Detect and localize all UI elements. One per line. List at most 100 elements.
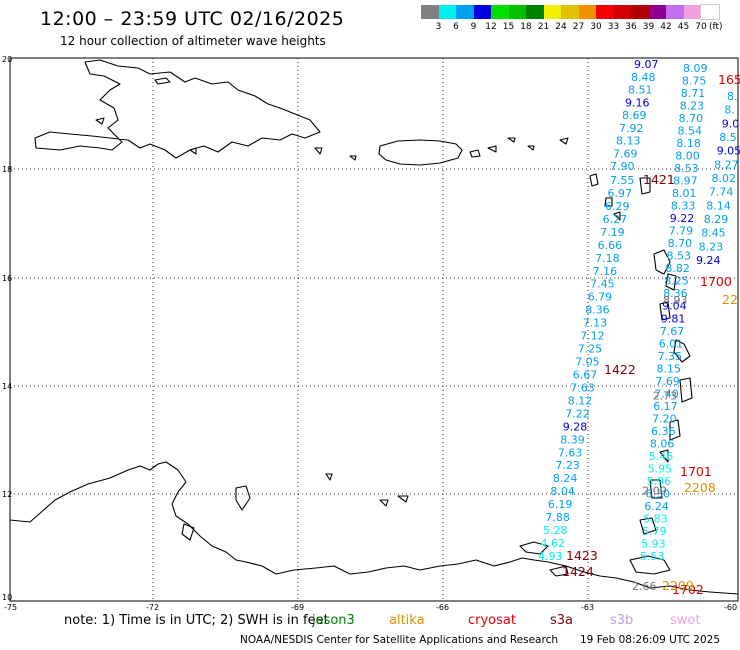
wave-height-value: 7.40 [654,387,679,400]
wave-height-value: 7.45 [590,278,615,291]
legend-label: 27 [572,22,585,32]
wave-height-value: 6.19 [548,498,573,511]
pass-label: 1424 [562,564,594,579]
wave-height-value: 7.22 [565,407,590,420]
map-frame [9,57,739,602]
wave-height-value: 8.53 [674,162,699,175]
legend-swatch [631,5,649,19]
wave-height-value: 7.88 [545,511,570,524]
wave-height-value: 5.93 [641,538,666,551]
satellite-s3a: s3a [550,613,574,628]
wave-height-value: 8.09 [683,62,708,75]
lon-tick-label: -75 [4,603,17,612]
wave-height-value: 2.73 [653,389,678,402]
lat-tick-label: 12 [2,490,12,499]
wave-height-value: 6.79 [588,291,613,304]
legend-label: 9 [470,22,477,32]
wave-height-value: 8.23 [680,100,705,113]
wave-height-value: 8.33 [671,200,696,213]
wave-height-value: 8.51 [628,84,653,97]
wave-height-value: 2.09 [642,485,667,498]
legend-swatch [648,5,666,19]
legend-label: 30 [590,22,602,32]
legend-swatch [613,5,631,19]
lat-tick-label: 14 [2,382,12,391]
lon-tick-label: -72 [146,603,159,612]
grid-lines [10,58,738,601]
wave-height-value: 8.36 [585,304,610,317]
wave-height-value: 5.96 [647,475,672,488]
wave-height-value: 8.53 [667,250,692,263]
wave-height-value: 8.36 [663,287,688,300]
wave-height-value: 9.0 [722,117,740,130]
wave-height-value: 8.82 [665,262,690,275]
legend-swatch [421,5,439,19]
wave-height-value: 6.97 [608,187,633,200]
wave-height-value: 9.24 [696,254,721,267]
legend-swatch [473,5,491,19]
wave-height-value: 7.69 [613,147,638,160]
wave-height-value: 7.18 [595,252,620,265]
wave-height-value: 6.01 [659,337,684,350]
legend-swatch [456,5,474,19]
legend-label: 3 [435,22,442,32]
legend-swatch [578,5,596,19]
wave-height-value: 8.45 [701,227,726,240]
wave-height-value: 7.90 [610,160,635,173]
wave-height-value: 7.12 [580,330,605,343]
wave-height-value: 6.29 [605,200,630,213]
legend-label: 15 [502,22,515,32]
legend-label: 39 [642,22,655,32]
wave-height-value: 7.16 [593,265,618,278]
legend-label: 36 [625,22,637,32]
wave-height-value: 9.05 [717,145,740,158]
legend-swatch [561,5,579,19]
wave-height-value: 8.15 [657,362,682,375]
wave-height-value: 7.20 [652,412,677,425]
wave-height-value: 9.04 [662,300,687,313]
wave-height-value: 5.95 [648,462,673,475]
wave-height-value: 8. [724,104,735,117]
wave-height-value: 8.25 [664,275,689,288]
wave-height-value: 2.66 [632,580,657,593]
wave-height-value: 6.67 [573,369,598,382]
satellite-swot: swot [670,613,701,628]
color-legend: 3 6 9 12 15 18 21 24 27 30 33 36 39 42 45 70 (ft) [421,4,740,35]
lat-tick-label: 10 [2,593,12,602]
legend-swatch [596,5,614,19]
wave-height-value: 7.19 [600,226,625,239]
wave-height-value: 8.02 [712,172,737,185]
pass-label: 165 [718,72,740,87]
satellite-s3b: s3b [610,613,634,628]
wave-height-value: 8.06 [650,437,675,450]
wave-height-value: 7.05 [575,356,600,369]
wave-height-value: 5.53 [640,550,665,563]
pass-label: 1422 [604,362,636,377]
legend-unit: (ft) [709,22,723,32]
credit-text: NOAA/NESDIS Center for Satellite Applica… [240,634,558,646]
lat-tick-label: 18 [2,165,12,174]
wave-height-value: 7.79 [669,225,694,238]
legend-swatch [700,4,720,20]
wave-height-value: 8. [727,90,738,103]
satellite-cryosat: cryosat [468,613,516,628]
pass-label: 1702 [672,582,704,597]
wave-height-value: 8.18 [676,137,701,150]
wave-height-value: 9.81 [661,312,686,325]
wave-height-value: 8.54 [678,125,703,138]
lon-tick-label: -63 [581,603,594,612]
legend-swatch [491,5,509,19]
wave-height-value: 8.14 [706,199,731,212]
wave-height-value: 7.25 [578,343,603,356]
legend-label: 6 [453,22,459,32]
wave-height-value: 8.39 [560,433,585,446]
legend-label: 45 [677,22,690,32]
wave-height-value: 6.27 [603,213,628,226]
wave-height-value: 8.04 [550,485,575,498]
wave-height-value: 9.22 [670,212,695,225]
pass-label: 1423 [566,548,598,563]
legend-label: 12 [485,22,497,32]
pass-label: 1700 [700,274,732,289]
wave-height-value: 9.07 [634,58,659,71]
